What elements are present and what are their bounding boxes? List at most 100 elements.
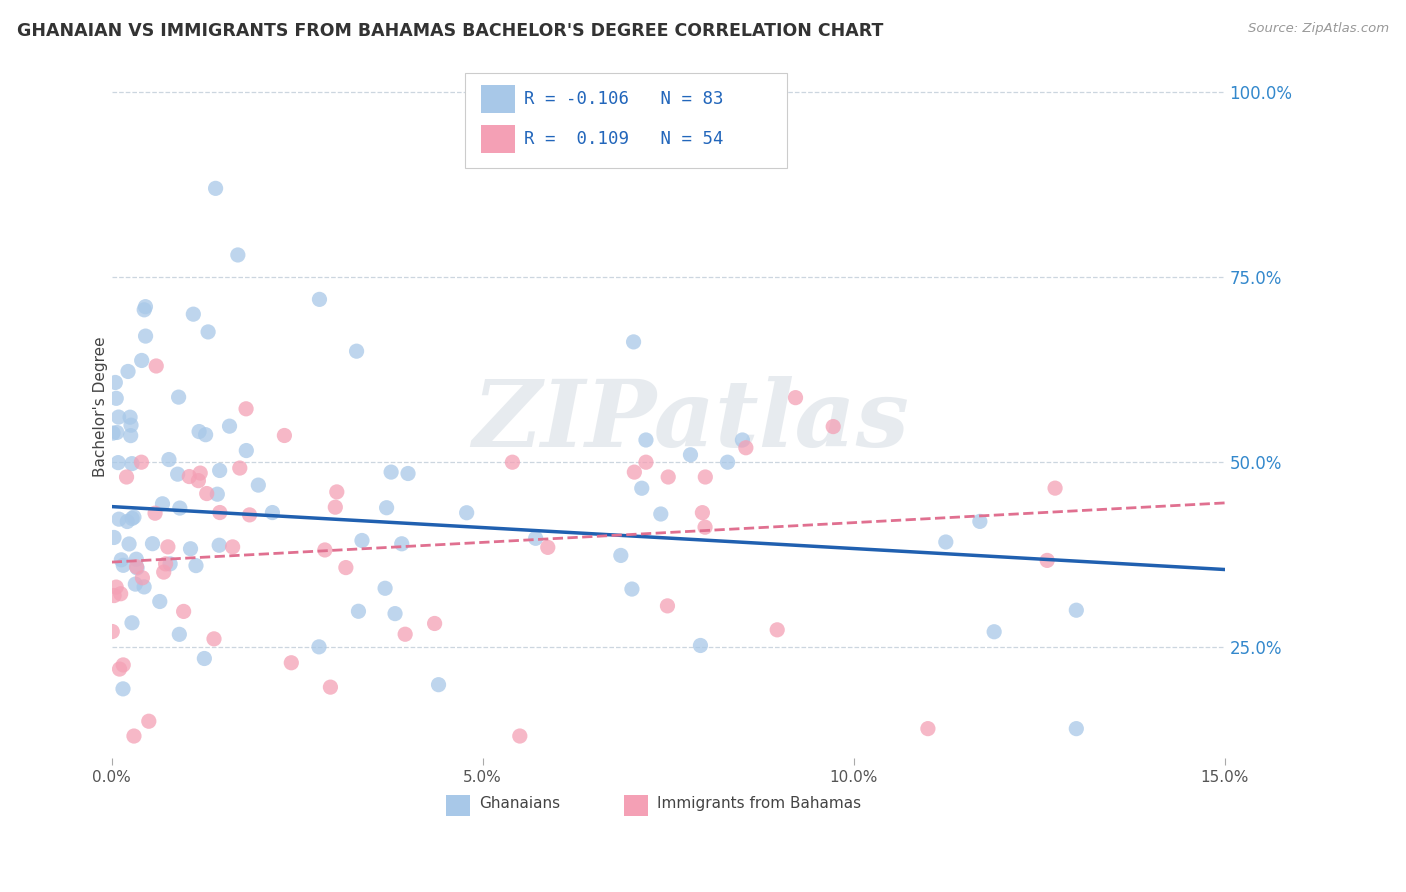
Point <box>537 541 560 555</box>
Point <box>319 680 342 694</box>
Point <box>273 428 295 442</box>
Point <box>1043 481 1066 495</box>
Point <box>308 640 330 654</box>
Point <box>346 344 368 359</box>
Point <box>111 681 134 696</box>
Point <box>118 537 141 551</box>
Point <box>101 426 124 441</box>
Point <box>657 599 679 613</box>
Point <box>138 714 160 729</box>
Point <box>195 486 218 500</box>
Point <box>634 455 657 469</box>
Point <box>187 474 209 488</box>
Point <box>308 293 330 307</box>
Point <box>396 467 419 481</box>
Point <box>323 500 346 515</box>
Point <box>188 466 211 480</box>
Point <box>501 455 523 469</box>
Point <box>634 433 657 447</box>
Point <box>180 541 202 556</box>
Point <box>143 506 166 520</box>
Point <box>716 455 738 469</box>
Point <box>1066 603 1088 617</box>
Point <box>620 582 643 596</box>
Point <box>208 506 231 520</box>
Point <box>101 624 124 639</box>
Point <box>630 481 652 495</box>
Point <box>456 506 478 520</box>
Point <box>202 632 225 646</box>
Point <box>103 589 125 603</box>
Point <box>692 506 714 520</box>
Point <box>1036 553 1059 567</box>
Point <box>127 561 149 575</box>
FancyBboxPatch shape <box>481 86 515 113</box>
Point <box>122 729 145 743</box>
Point <box>131 353 153 368</box>
Point <box>156 540 179 554</box>
Point <box>120 410 142 425</box>
Point <box>183 307 205 321</box>
Point <box>347 604 370 618</box>
Point <box>159 557 181 571</box>
Point <box>110 553 132 567</box>
Point <box>115 470 138 484</box>
Point <box>131 571 153 585</box>
Point <box>124 577 146 591</box>
Point <box>208 538 231 552</box>
FancyBboxPatch shape <box>481 125 515 153</box>
FancyBboxPatch shape <box>624 795 648 816</box>
Point <box>427 678 450 692</box>
Point <box>423 616 446 631</box>
Point <box>695 470 717 484</box>
Point <box>374 582 396 596</box>
Point <box>262 506 284 520</box>
Point <box>122 510 145 524</box>
Point <box>983 624 1005 639</box>
Text: Ghanaians: Ghanaians <box>479 797 560 812</box>
Point <box>391 537 413 551</box>
Point <box>135 329 157 343</box>
Point <box>105 425 128 440</box>
Point <box>173 604 195 618</box>
Point <box>235 401 257 416</box>
Point <box>679 448 702 462</box>
Point <box>935 535 957 549</box>
Point <box>623 465 645 479</box>
Point <box>650 507 672 521</box>
Text: ZIPatlas: ZIPatlas <box>472 376 908 466</box>
Text: GHANAIAN VS IMMIGRANTS FROM BAHAMAS BACHELOR'S DEGREE CORRELATION CHART: GHANAIAN VS IMMIGRANTS FROM BAHAMAS BACH… <box>17 22 883 40</box>
Point <box>107 456 129 470</box>
Point <box>229 461 252 475</box>
Point <box>350 533 373 548</box>
Point <box>141 537 163 551</box>
Point <box>314 543 336 558</box>
Point <box>104 376 127 390</box>
Point <box>120 428 142 442</box>
Point <box>247 478 270 492</box>
Point <box>204 181 226 195</box>
Point <box>197 325 219 339</box>
Point <box>623 334 645 349</box>
Point <box>149 594 172 608</box>
Y-axis label: Bachelor's Degree: Bachelor's Degree <box>93 336 108 477</box>
Point <box>689 639 711 653</box>
Point <box>157 452 180 467</box>
Point <box>193 651 215 665</box>
Point <box>134 302 156 317</box>
Point <box>188 425 211 439</box>
Point <box>121 511 143 525</box>
Point <box>125 552 148 566</box>
Point <box>112 558 135 573</box>
Point <box>107 410 129 425</box>
Point <box>105 580 128 594</box>
Text: R =  0.109   N = 54: R = 0.109 N = 54 <box>523 130 723 148</box>
Point <box>115 515 138 529</box>
Point <box>145 359 167 373</box>
Point <box>105 392 128 406</box>
Text: Source: ZipAtlas.com: Source: ZipAtlas.com <box>1249 22 1389 36</box>
Point <box>917 722 939 736</box>
Point <box>280 656 302 670</box>
Point <box>524 531 547 545</box>
Point <box>117 364 139 378</box>
